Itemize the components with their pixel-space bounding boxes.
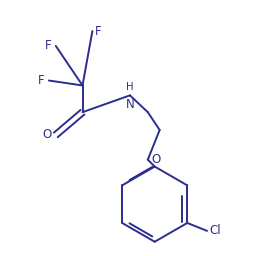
Text: N: N [126,98,134,111]
Text: F: F [45,39,52,52]
Text: O: O [43,129,52,141]
Text: H: H [126,82,134,92]
Text: Cl: Cl [209,224,221,237]
Text: F: F [94,25,101,38]
Text: F: F [38,74,45,87]
Text: O: O [152,153,161,166]
